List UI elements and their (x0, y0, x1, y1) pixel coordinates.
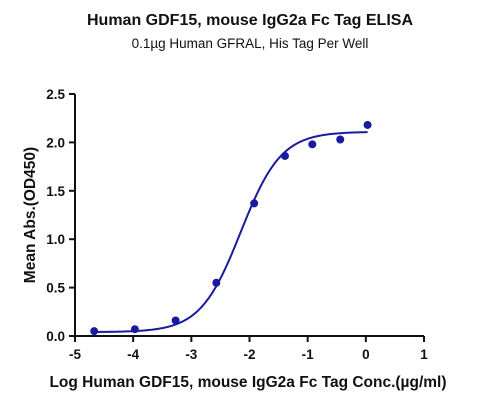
chart-subtitle: 0.1µg Human GFRAL, His Tag Per Well (132, 36, 369, 51)
x-tick-label: 1 (420, 347, 428, 362)
y-tick-label: 2.5 (46, 87, 65, 102)
x-tick-label: -1 (302, 347, 314, 362)
ticks: -5 -4 -3 -2 -1 0 1 0.0 0.5 1.0 1.5 2.0 2.5 (46, 87, 428, 362)
data-point (171, 316, 180, 325)
y-tick-label: 0.5 (46, 281, 65, 296)
x-tick-label: 0 (362, 347, 370, 362)
data-point (336, 135, 345, 144)
y-axis-label: Mean Abs.(OD450) (22, 147, 39, 283)
data-point (130, 325, 139, 334)
chart-title: Human GDF15, mouse IgG2a Fc Tag ELISA (87, 12, 413, 29)
data-point (280, 151, 289, 160)
data-point (212, 278, 221, 287)
x-tick-label: -3 (185, 347, 197, 362)
fit-curve-line (92, 131, 368, 333)
data-point (90, 327, 99, 336)
x-tick-label: -2 (243, 347, 255, 362)
data-point (250, 199, 259, 208)
y-tick-label: 2.0 (46, 135, 65, 150)
y-tick-label: 1.0 (46, 232, 65, 247)
axes (74, 94, 424, 337)
y-tick-label: 1.5 (46, 184, 65, 199)
x-tick-label: -4 (127, 347, 139, 362)
x-tick-label: -5 (69, 347, 81, 362)
plot-area (90, 120, 372, 336)
data-point (363, 120, 372, 129)
y-tick-label: 0.0 (46, 329, 65, 344)
data-point (308, 140, 317, 149)
x-axis-label: Log Human GDF15, mouse IgG2a Fc Tag Conc… (49, 374, 446, 391)
